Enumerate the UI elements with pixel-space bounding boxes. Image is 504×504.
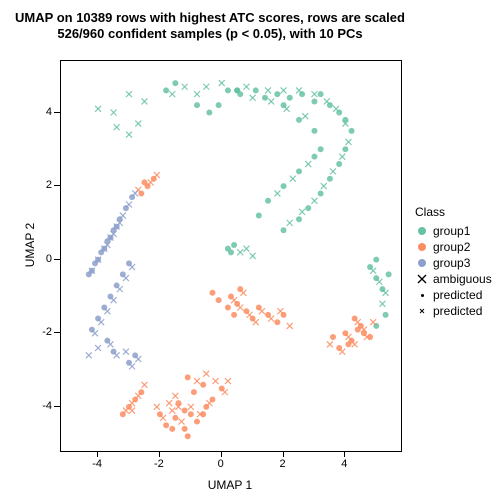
- x-tick-label: 4: [341, 458, 347, 470]
- legend: Class group1 group2 group3 ambiguous predict…: [415, 205, 492, 319]
- legend-label: predicted: [433, 288, 482, 302]
- legend-label: predicted: [433, 304, 482, 318]
- chart-title: UMAP on 10389 rows with highest ATC scor…: [0, 10, 420, 41]
- x-tick: [221, 451, 222, 457]
- legend-items: group1 group2 group3 ambiguous predicted pred…: [415, 223, 492, 319]
- x-tick-label: -4: [92, 458, 102, 470]
- legend-item: group3: [415, 255, 492, 271]
- legend-item: group2: [415, 239, 492, 255]
- title-line-2: 526/960 confident samples (p < 0.05), wi…: [57, 26, 362, 41]
- y-axis-label: UMAP 2: [23, 215, 37, 275]
- legend-swatch: [415, 256, 429, 270]
- y-tick-label: -4: [40, 400, 52, 412]
- legend-swatch: [415, 304, 429, 318]
- title-line-1: UMAP on 10389 rows with highest ATC scor…: [15, 10, 405, 25]
- legend-item: predicted: [415, 303, 492, 319]
- legend-swatch: [415, 288, 429, 302]
- y-tick: [54, 332, 60, 333]
- y-tick: [54, 406, 60, 407]
- x-axis-label: UMAP 1: [60, 478, 400, 492]
- legend-swatch: [415, 240, 429, 254]
- y-tick-label: 0: [40, 253, 52, 265]
- x-tick: [159, 451, 160, 457]
- x-tick: [344, 451, 345, 457]
- legend-swatch: [415, 272, 429, 286]
- y-tick-label: 2: [40, 179, 52, 191]
- legend-label: group2: [433, 240, 470, 254]
- y-tick: [54, 112, 60, 113]
- x-tick-label: 0: [218, 458, 224, 470]
- x-tick-label: -2: [154, 458, 164, 470]
- y-tick-label: -2: [40, 326, 52, 338]
- y-tick: [54, 259, 60, 260]
- legend-swatch: [415, 224, 429, 238]
- legend-item: predicted: [415, 287, 492, 303]
- legend-title: Class: [415, 205, 492, 219]
- x-tick: [283, 451, 284, 457]
- x-tick: [97, 451, 98, 457]
- legend-item: group1: [415, 223, 492, 239]
- legend-label: group1: [433, 224, 470, 238]
- x-tick-label: 2: [279, 458, 285, 470]
- plot-area: [60, 60, 402, 452]
- y-tick: [54, 185, 60, 186]
- legend-label: group3: [433, 256, 470, 270]
- legend-label: ambiguous: [433, 272, 492, 286]
- scatter-points: [61, 61, 401, 451]
- legend-item: ambiguous: [415, 271, 492, 287]
- y-tick-label: 4: [40, 106, 52, 118]
